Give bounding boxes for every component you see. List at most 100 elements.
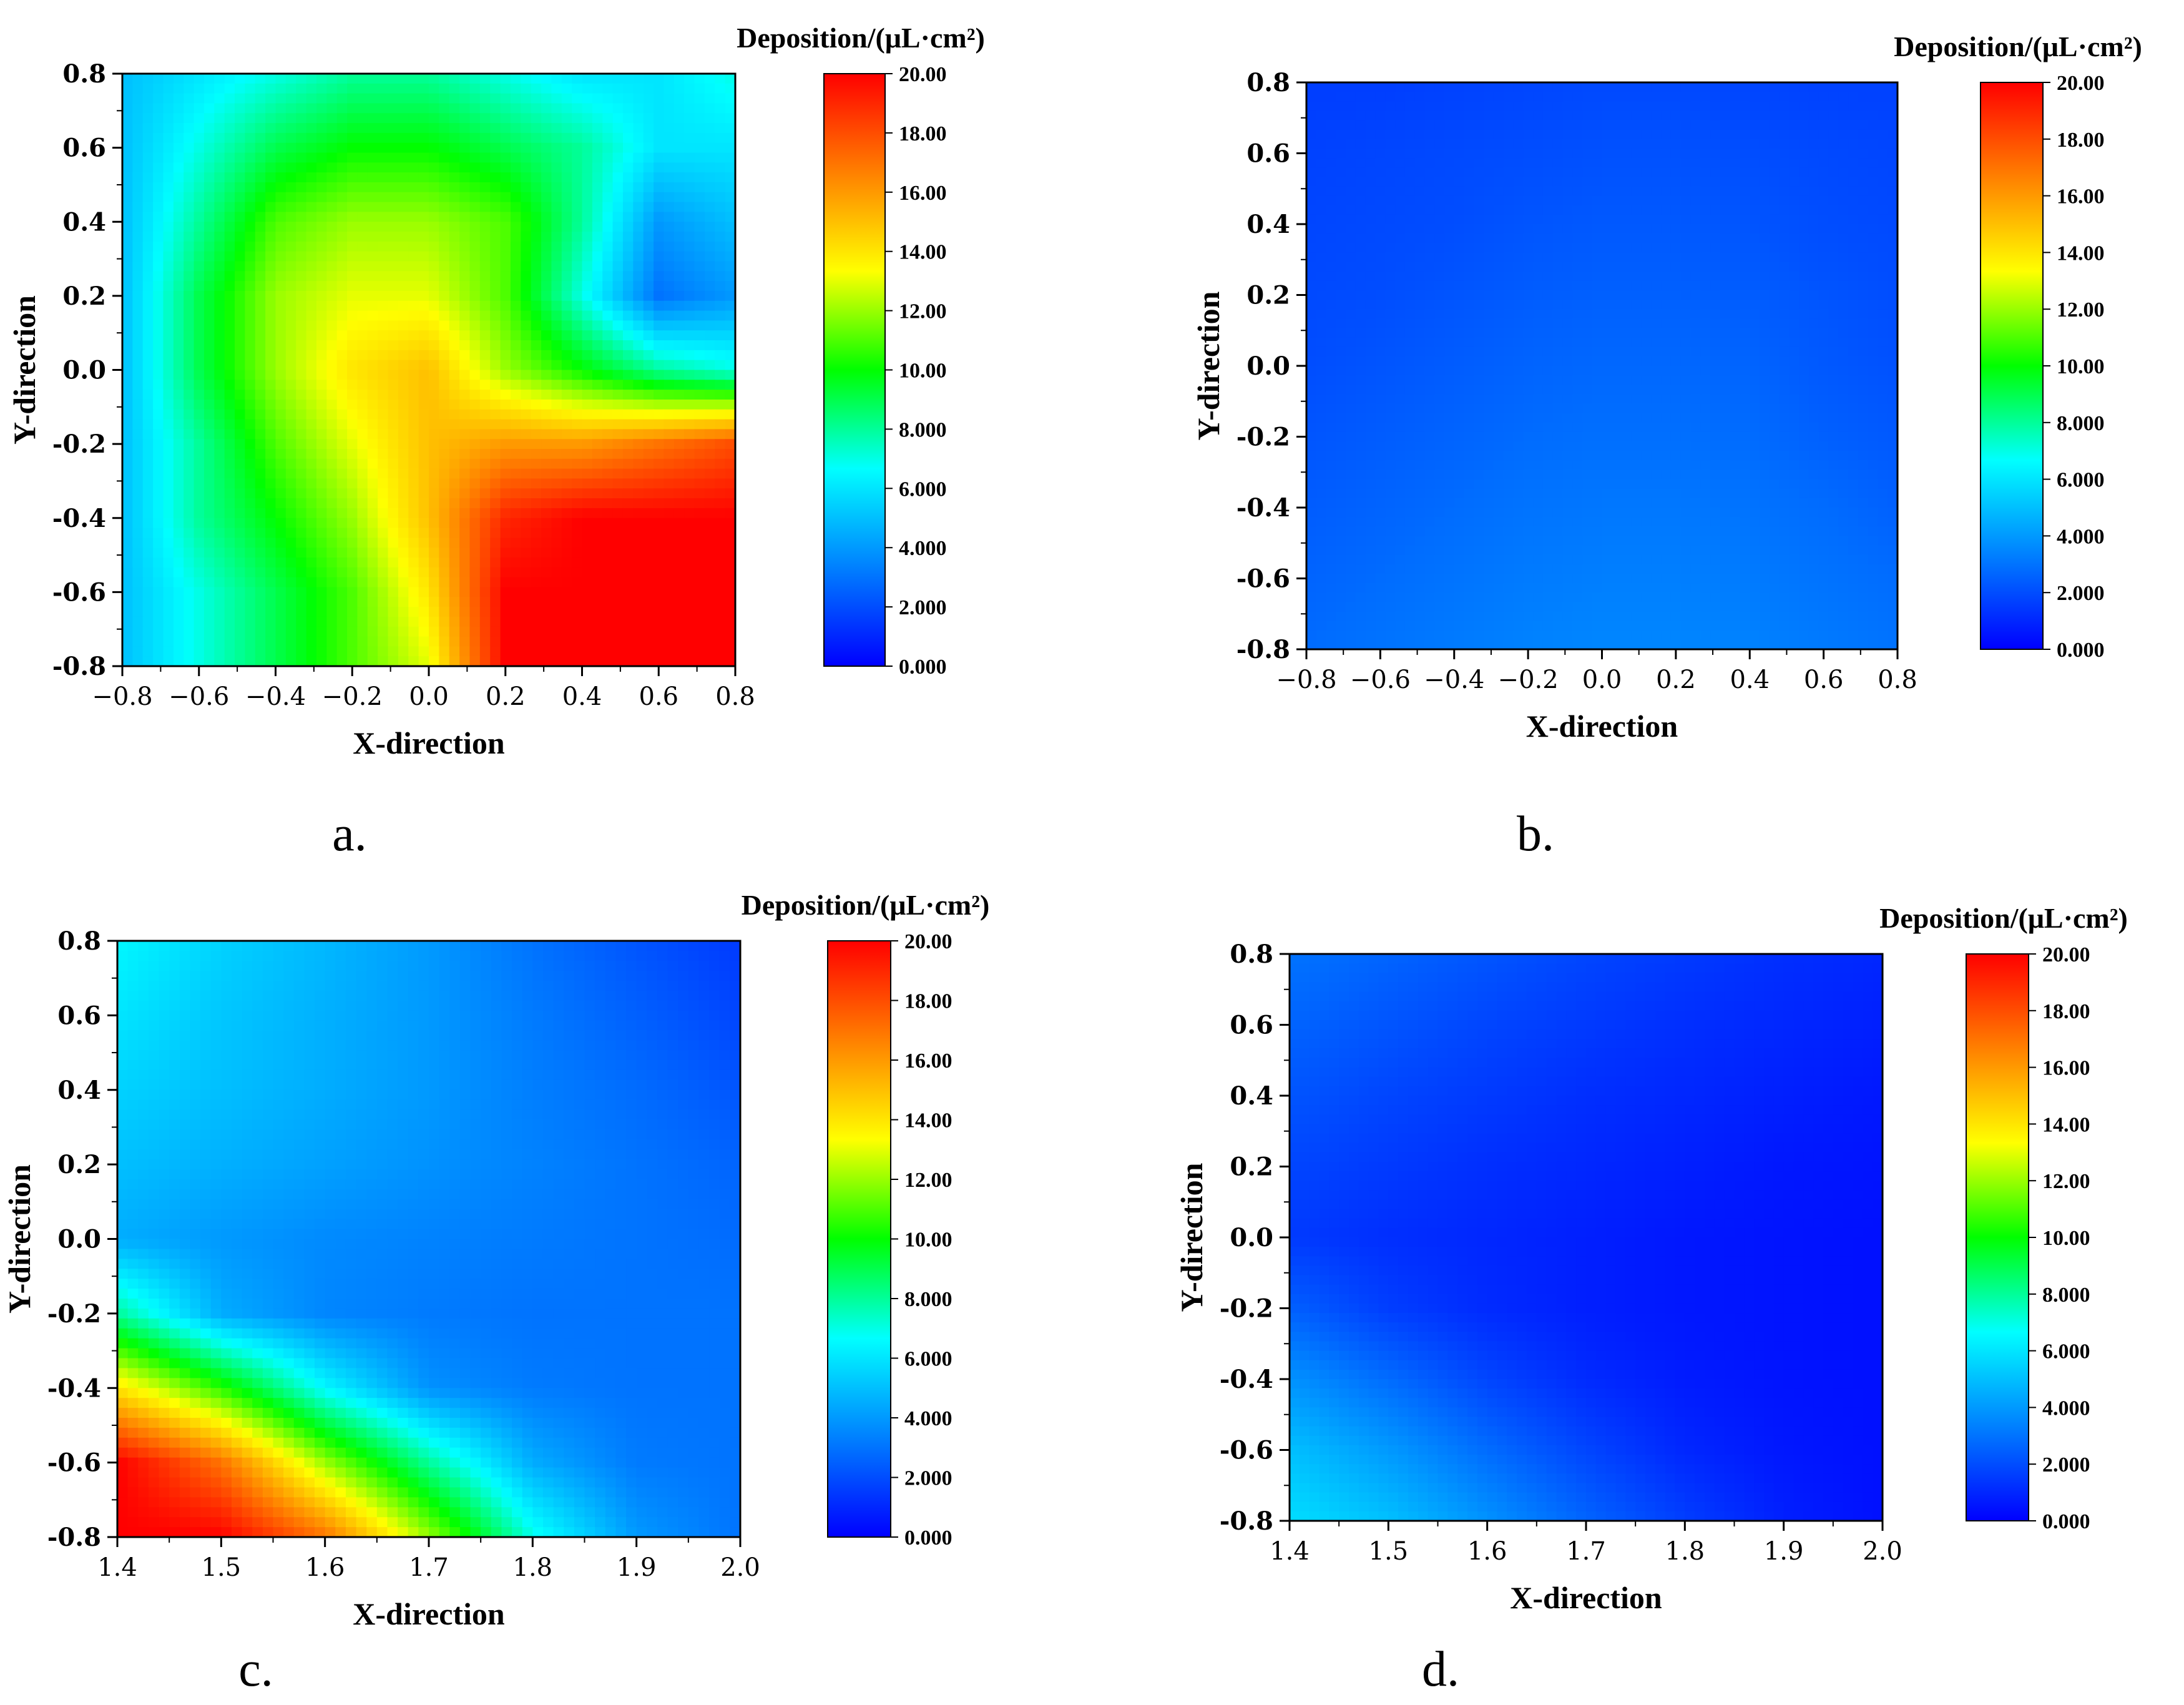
heatmap-cell — [1513, 186, 1524, 197]
heatmap-cell — [1385, 280, 1396, 291]
heatmap-cell — [1326, 148, 1337, 159]
heatmap-cell — [1878, 195, 1889, 206]
heatmap-cell — [1789, 148, 1800, 159]
heatmap-cell — [357, 616, 368, 627]
heatmap-cell — [184, 488, 195, 499]
heatmap-cell — [521, 439, 532, 450]
heatmap-cell — [245, 419, 256, 430]
heatmap-cell — [1503, 214, 1514, 225]
heatmap-cell — [224, 162, 235, 173]
heatmap-cell — [1484, 82, 1494, 92]
heatmap-cell — [1444, 214, 1455, 225]
heatmap-cell — [388, 390, 399, 400]
heatmap-cell — [479, 548, 491, 558]
heatmap-cell — [459, 567, 471, 578]
heatmap-cell — [255, 399, 266, 410]
colorbar-tick-label: 8.000 — [899, 418, 947, 441]
heatmap-cell — [1424, 271, 1435, 282]
heatmap-cell — [684, 508, 695, 519]
heatmap-cell — [572, 310, 583, 322]
heatmap-cell — [1612, 243, 1622, 253]
heatmap-cell — [622, 350, 634, 361]
heatmap-cell — [1868, 271, 1879, 282]
heatmap-cell — [163, 518, 174, 529]
heatmap-cell — [1670, 111, 1682, 121]
heatmap-cell — [245, 449, 256, 459]
heatmap-cell — [255, 192, 266, 203]
heatmap-cell — [142, 409, 154, 420]
heatmap-cell — [1868, 262, 1879, 272]
heatmap-cell — [142, 320, 154, 332]
heatmap-cell — [347, 300, 358, 312]
heatmap-cell — [203, 528, 215, 539]
heatmap-cell — [1414, 92, 1426, 102]
heatmap-cell — [1444, 280, 1455, 291]
heatmap-cell — [500, 439, 511, 450]
heatmap-cell — [357, 458, 368, 469]
heatmap-cell — [388, 222, 399, 232]
heatmap-cell — [510, 113, 522, 124]
heatmap-cell — [439, 399, 450, 410]
heatmap-cell — [1513, 243, 1524, 253]
heatmap-cell — [572, 458, 583, 469]
heatmap-cell — [541, 508, 552, 519]
heatmap-cell — [673, 419, 685, 430]
heatmap-cell — [1612, 167, 1622, 178]
heatmap-cell — [1454, 120, 1465, 130]
heatmap-cell — [449, 597, 460, 607]
heatmap-cell — [367, 113, 378, 124]
heatmap-cell — [521, 419, 532, 430]
heatmap-cell — [163, 132, 174, 144]
heatmap-cell — [510, 656, 522, 666]
heatmap-cell — [479, 93, 491, 104]
heatmap-cell — [694, 409, 705, 420]
heatmap-cell — [1474, 280, 1484, 291]
heatmap-cell — [378, 439, 389, 450]
heatmap-cell — [1395, 233, 1406, 244]
heatmap-cell — [1464, 252, 1475, 263]
heatmap-cell — [1769, 101, 1780, 112]
heatmap-cell — [715, 577, 726, 588]
heatmap-cell — [643, 508, 654, 519]
heatmap-cell — [193, 202, 205, 213]
heatmap-cell — [388, 597, 399, 607]
heatmap-cell — [1760, 139, 1770, 149]
heatmap-cell — [602, 399, 614, 410]
heatmap-cell — [418, 350, 429, 361]
heatmap-cell — [654, 162, 665, 173]
heatmap-cell — [561, 310, 572, 322]
heatmap-cell — [449, 508, 460, 519]
heatmap-cell — [469, 597, 481, 607]
heatmap-cell — [1404, 233, 1416, 244]
heatmap-cell — [153, 370, 164, 381]
heatmap-cell — [592, 548, 604, 558]
heatmap-cell — [684, 478, 695, 489]
heatmap-cell — [1661, 214, 1672, 225]
heatmap-cell — [285, 656, 297, 666]
heatmap-cell — [296, 656, 307, 666]
heatmap-cell — [153, 271, 164, 282]
heatmap-cell — [1878, 139, 1889, 149]
heatmap-cell — [479, 232, 491, 242]
heatmap-cell — [500, 498, 511, 509]
heatmap-cell — [1740, 111, 1751, 121]
heatmap-cell — [275, 419, 286, 430]
heatmap-cell — [336, 370, 348, 381]
heatmap-cell — [1562, 158, 1573, 168]
heatmap-cell — [142, 182, 154, 193]
heatmap-cell — [1858, 224, 1869, 234]
heatmap-cell — [163, 113, 174, 124]
heatmap-cell — [622, 330, 634, 341]
heatmap-cell — [265, 597, 277, 607]
heatmap-cell — [235, 271, 246, 282]
heatmap-cell — [1670, 233, 1682, 244]
heatmap-cell — [561, 360, 572, 371]
heatmap-cell — [1385, 82, 1396, 92]
heatmap-cell — [326, 152, 338, 164]
heatmap-cell — [347, 162, 358, 173]
heatmap-cell — [142, 330, 154, 341]
heatmap-cell — [612, 498, 624, 509]
heatmap-cell — [398, 192, 409, 203]
heatmap-cell — [1858, 92, 1869, 102]
heatmap-cell — [214, 74, 225, 84]
